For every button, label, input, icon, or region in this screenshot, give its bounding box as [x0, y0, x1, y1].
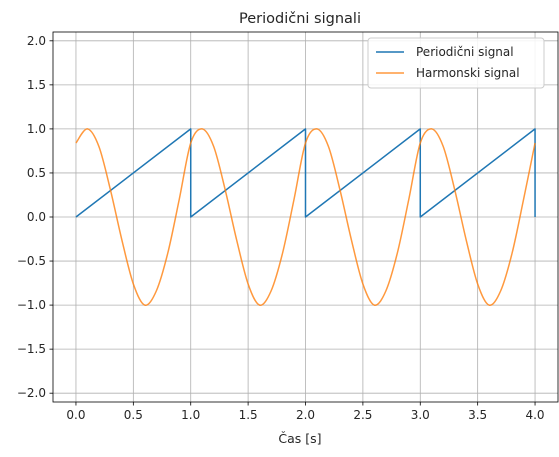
series-harmonic-line — [75, 128, 536, 306]
x-tick-label: 0.5 — [124, 408, 143, 422]
series-periodic-line — [75, 128, 536, 218]
chart-title: Periodični signali — [239, 11, 361, 27]
x-tick-label: 0.0 — [66, 408, 85, 422]
x-tick-label: 1.5 — [239, 408, 258, 422]
axis-ticks — [49, 40, 536, 406]
x-tick-label: 3.5 — [468, 408, 487, 422]
y-tick-label: 2.0 — [27, 34, 46, 48]
y-tick-labels: −2.0 −1.5 −1.0 −0.5 0.0 0.5 1.0 1.5 2.0 — [17, 34, 46, 400]
y-tick-label: −0.5 — [17, 254, 46, 268]
plot-series — [75, 128, 536, 306]
legend-label-harmonic: Harmonski signal — [416, 66, 520, 80]
legend: Periodični signal Harmonski signal — [367, 37, 545, 89]
y-tick-label: 0.0 — [27, 210, 46, 224]
x-tick-label: 3.0 — [411, 408, 430, 422]
legend-box — [367, 37, 545, 89]
y-tick-label: 0.5 — [27, 166, 46, 180]
x-tick-label: 2.0 — [296, 408, 315, 422]
y-tick-label: −1.5 — [17, 342, 46, 356]
y-tick-label: 1.0 — [27, 122, 46, 136]
legend-label-periodic: Periodični signal — [416, 45, 514, 59]
x-axis-label: Čas [s] — [278, 431, 321, 446]
x-tick-label: 2.5 — [353, 408, 372, 422]
x-tick-label: 4.0 — [525, 408, 544, 422]
y-tick-label: −1.0 — [17, 298, 46, 312]
y-tick-label: 1.5 — [27, 78, 46, 92]
x-tick-labels: 0.0 0.5 1.0 1.5 2.0 2.5 3.0 3.5 4.0 — [66, 408, 544, 422]
y-tick-label: −2.0 — [17, 386, 46, 400]
x-tick-label: 1.0 — [181, 408, 200, 422]
